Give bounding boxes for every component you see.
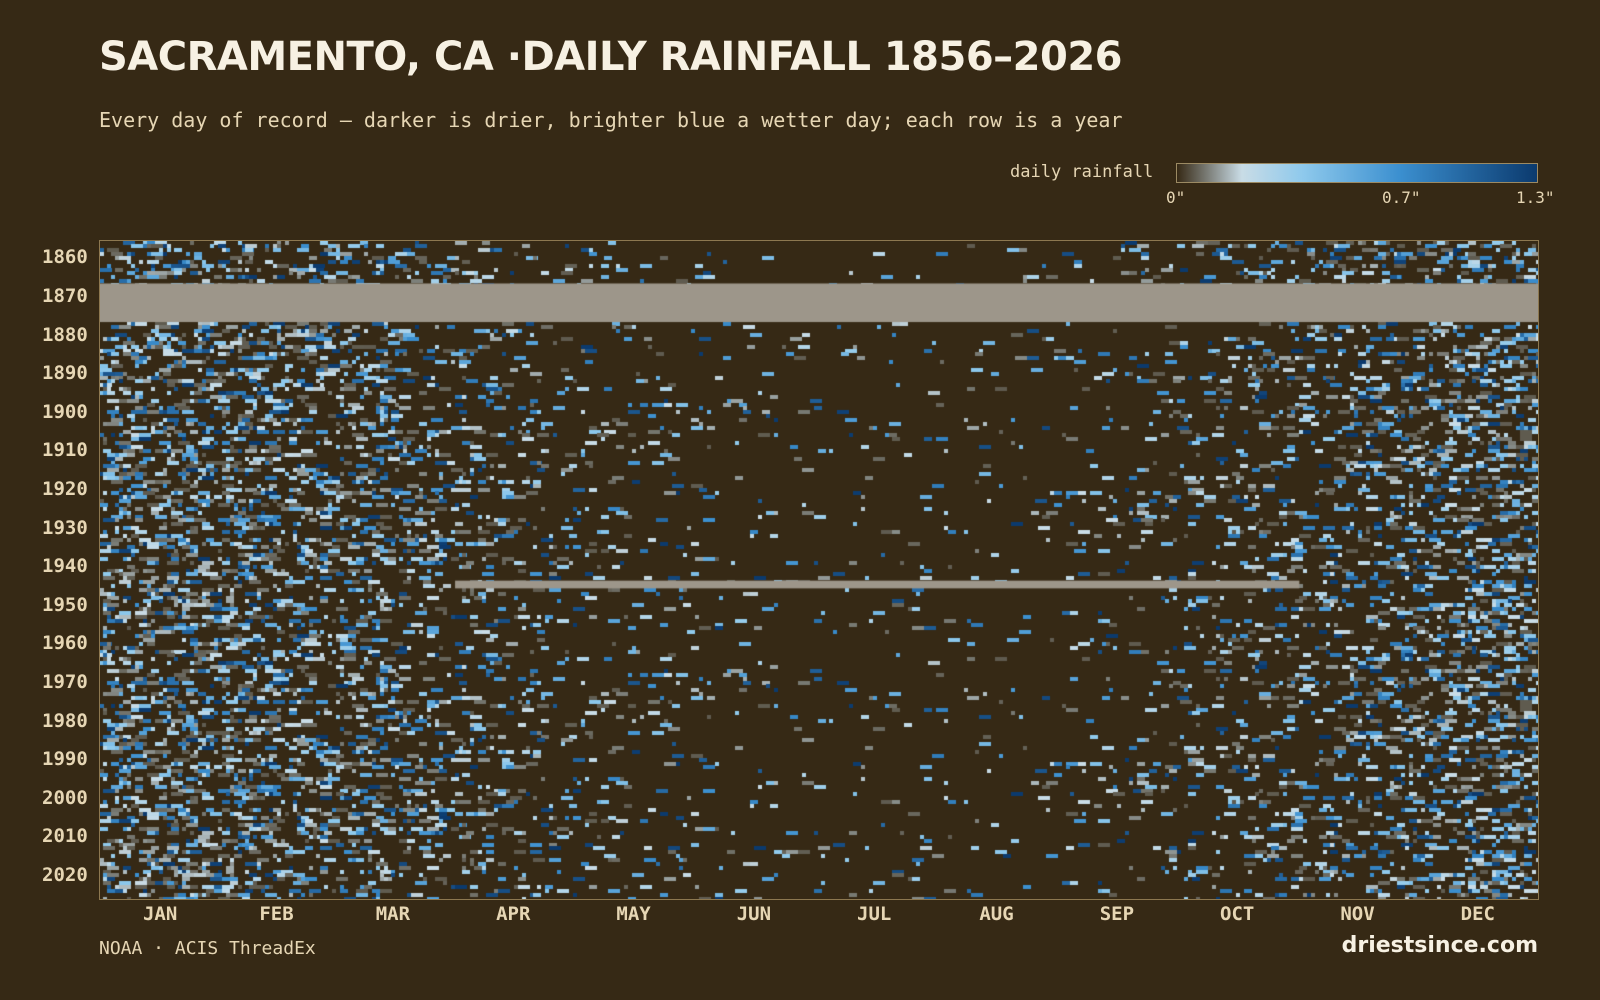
x-tick-label: JUL <box>857 903 892 925</box>
heatmap-canvas <box>100 241 1538 899</box>
legend-tick-min: 0" <box>1166 188 1186 207</box>
y-tick-label: 1940 <box>42 555 88 578</box>
x-tick-label: MAR <box>375 903 411 925</box>
y-tick-label: 1910 <box>42 439 88 462</box>
x-tick-label: AUG <box>979 903 1014 925</box>
y-tick-label: 1980 <box>42 709 88 732</box>
y-tick-label: 2010 <box>42 825 88 848</box>
y-tick-label: 2000 <box>42 786 88 809</box>
heatmap-plot-area <box>99 240 1539 900</box>
x-tick-label: APR <box>496 903 531 925</box>
y-tick-label: 1970 <box>42 670 88 693</box>
y-tick-label: 1890 <box>42 362 88 385</box>
y-tick-label: 1990 <box>42 748 88 771</box>
legend-color-bar <box>1176 163 1538 183</box>
y-tick-label: 1930 <box>42 516 88 539</box>
x-tick-label: DEC <box>1460 903 1496 925</box>
x-tick-label: JAN <box>142 903 178 925</box>
y-tick-label: 1860 <box>42 246 88 269</box>
y-tick-label: 1900 <box>42 400 88 423</box>
y-tick-label: 1950 <box>42 593 88 616</box>
brand-link[interactable]: driestsince.com <box>1341 933 1538 958</box>
legend-tick-max: 1.3" <box>1516 188 1555 207</box>
y-tick-label: 1880 <box>42 323 88 346</box>
y-tick-label: 1920 <box>42 477 88 500</box>
legend-label: daily rainfall <box>1010 162 1154 182</box>
chart-title: SACRAMENTO, CA ·DAILY RAINFALL 1856–2026 <box>99 34 1123 80</box>
legend-tick-mid: 0.7" <box>1382 188 1421 207</box>
y-tick-label: 1960 <box>42 632 88 655</box>
chart-subtitle: Every day of record — darker is drier, b… <box>99 108 1123 132</box>
x-tick-label: OCT <box>1220 903 1255 925</box>
y-tick-label: 2020 <box>42 863 88 886</box>
x-tick-label: FEB <box>259 903 294 925</box>
x-tick-label: MAY <box>616 903 651 925</box>
x-tick-label: JUN <box>736 903 772 925</box>
source-note: NOAA · ACIS ThreadEx <box>99 938 316 959</box>
x-tick-label: NOV <box>1340 903 1375 925</box>
y-tick-label: 1870 <box>42 284 88 307</box>
x-tick-label: SEP <box>1099 903 1135 925</box>
